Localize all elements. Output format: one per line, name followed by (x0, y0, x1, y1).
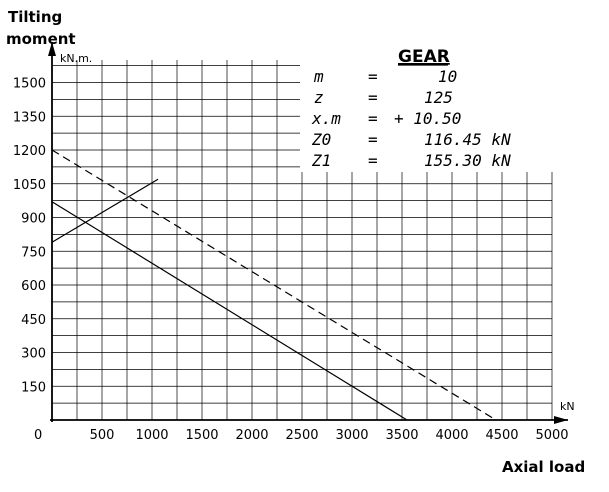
y-tick-label: 450 (21, 313, 46, 328)
y-tick-label: 150 (21, 380, 46, 395)
x-tick-label: 1500 (185, 428, 218, 443)
y-tick-label: 750 (21, 245, 46, 260)
y-tick-label: 1500 (13, 77, 46, 92)
gear-row-z1-eq: = (368, 151, 378, 170)
x-tick-label: 2500 (285, 428, 318, 443)
x-axis-arrow (554, 416, 568, 424)
x-tick-label: 3500 (385, 428, 418, 443)
series-line-3 (51, 178, 159, 243)
gear-row-z-name: z (314, 88, 324, 107)
y-tick-label: 300 (21, 347, 46, 362)
gear-row-xm-eq: = (368, 109, 378, 128)
y-tick-label: 1050 (13, 178, 46, 193)
gear-row-z0-name: Z0 (311, 130, 331, 149)
x-axis-title: Axial load (502, 458, 585, 476)
y-tick-label: 1350 (13, 110, 46, 125)
gear-row-m-value: 10 (438, 67, 457, 86)
gear-row-xm-name: x.m (311, 109, 341, 128)
x-axis-unit: kN (560, 400, 575, 413)
gear-row-z0-eq: = (368, 130, 378, 149)
x-tick-label: 2000 (235, 428, 268, 443)
tick-labels: 500 1000 1500 2000 2500 3000 3500 4000 4500 50001… (13, 77, 569, 444)
y-axis-unit: kN.m. (60, 52, 92, 65)
legend-background (300, 40, 562, 172)
x-tick-label: 5000 (535, 428, 568, 443)
gear-legend-title: GEAR (398, 47, 450, 67)
series-lines (51, 149, 497, 421)
y-tick-label: 600 (21, 279, 46, 294)
gear-row-z0-value: 116.45 kN (424, 130, 511, 149)
y-axis-arrow (48, 42, 56, 56)
gear-row-z-eq: = (368, 88, 378, 107)
y-axis-title-line1: Tilting (8, 8, 62, 26)
series-line-1 (51, 201, 408, 421)
y-axis-title-line2: moment (6, 30, 76, 48)
axes (48, 42, 568, 424)
gear-row-m-eq: = (368, 67, 378, 86)
gear-row-z1-value: 155.30 kN (424, 151, 511, 170)
origin-label: 0 (34, 428, 42, 443)
gear-row-m-name: m (313, 67, 324, 86)
gear-row-z1-name: Z1 (311, 151, 331, 170)
x-tick-label: 500 (90, 428, 115, 443)
x-tick-label: 4500 (485, 428, 518, 443)
gear-row-xm-value: + 10.50 (394, 109, 461, 128)
x-tick-label: 3000 (335, 428, 368, 443)
y-tick-label: 1200 (13, 144, 46, 159)
series-line-2 (51, 149, 497, 421)
x-tick-label: 4000 (435, 428, 468, 443)
y-tick-label: 900 (21, 212, 46, 227)
gear-legend: GEAR m = 10 z = 125 x.m = + 10.50 Z0 = 1… (311, 47, 511, 170)
gear-row-z-value: 125 (424, 88, 453, 107)
x-tick-label: 1000 (135, 428, 168, 443)
